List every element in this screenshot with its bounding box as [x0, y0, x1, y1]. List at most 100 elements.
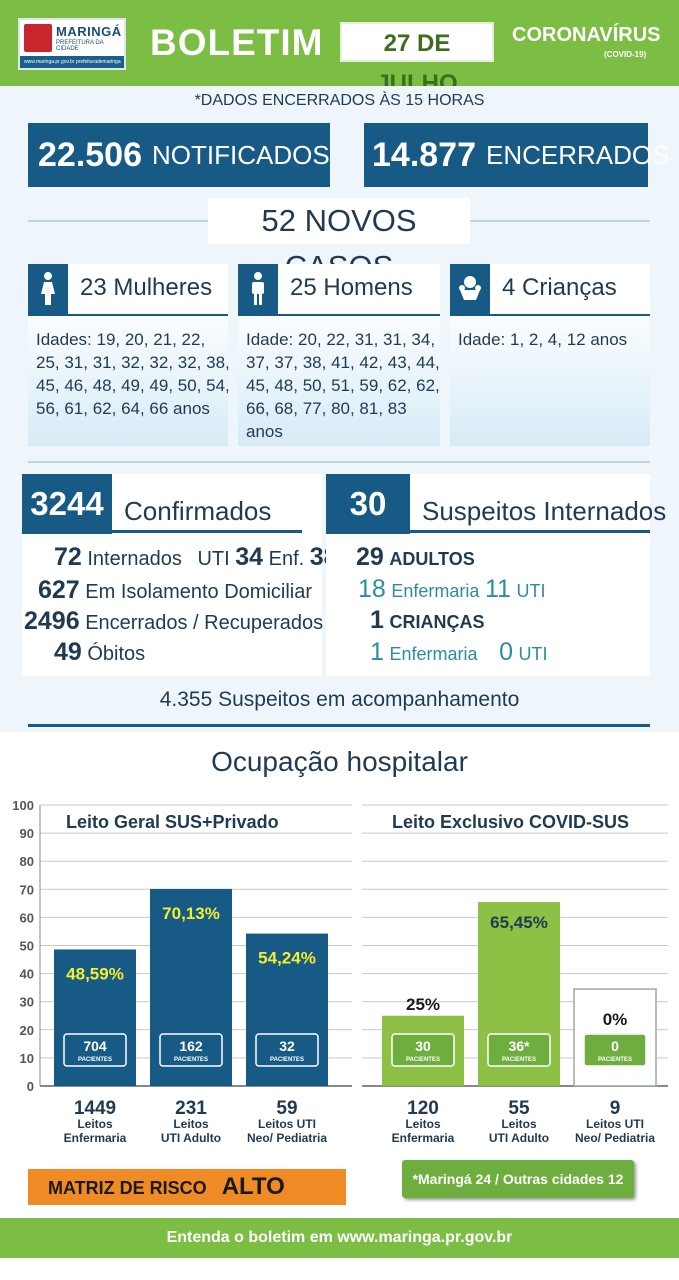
notified-box: 22.506 NOTIFICADOS: [28, 123, 330, 187]
recovered-row: 2496 Encerrados / Recuperados: [24, 607, 323, 636]
bed-count-label: 9: [610, 1098, 621, 1119]
category-label: Enfermaria: [64, 1131, 127, 1145]
y-tick-label: 30: [20, 995, 34, 1010]
category-label: Enfermaria: [392, 1131, 455, 1145]
divider: [28, 724, 650, 727]
adults-enf-label: Enfermaria: [391, 581, 480, 601]
patients-box: [583, 1033, 647, 1067]
patients-label: PACIENTES: [406, 1057, 440, 1063]
category-label: UTI Adulto: [161, 1131, 221, 1145]
internados-row: 72 Internados UTI 34 Enf. 38: [54, 543, 338, 572]
isolation-row: 627 Em Isolamento Domiciliar: [38, 576, 312, 605]
internados-value: 72: [54, 543, 82, 571]
adults-label: ADULTOS: [389, 549, 475, 569]
divider: [28, 461, 650, 463]
category-label: Leitos: [501, 1117, 537, 1131]
notified-value: 22.506: [38, 135, 142, 174]
closed-value: 14.877: [372, 135, 476, 174]
patients-label: PACIENTES: [78, 1057, 112, 1063]
bulletin-date: 27 DE JULHO: [340, 22, 494, 97]
bar-value-label: 0%: [603, 1010, 628, 1029]
coronavirus-label: CORONAVÍRUS: [512, 24, 661, 46]
bed-count-label: 120: [407, 1098, 439, 1119]
category-label: Leitos UTI: [258, 1117, 316, 1131]
y-tick-label: 10: [20, 1051, 34, 1066]
bulletin-title: BOLETIM: [150, 22, 324, 63]
category-label: Leitos: [173, 1117, 209, 1131]
patients-box: [255, 1033, 319, 1067]
isolation-label: Em Isolamento Domiciliar: [85, 581, 313, 603]
children-enf-label: Enfermaria: [389, 644, 478, 664]
patients-box: [63, 1033, 127, 1067]
children-underline: [450, 314, 650, 316]
bar-value-label: 25%: [406, 995, 440, 1014]
y-tick-label: 20: [20, 1023, 34, 1038]
logo-strip: www.maringa.pr.gov.br prefeiturademaring…: [20, 56, 124, 68]
men-ages: Idade: 20, 22, 31, 31, 34, 37, 37, 38, 4…: [246, 330, 440, 441]
category-label: Neo/ Pediatria: [575, 1131, 655, 1145]
internados-label: Internados: [87, 548, 182, 570]
notified-label: NOTIFICADOS: [152, 139, 330, 170]
children-title: 4 Crianças: [502, 274, 617, 301]
category-label: Neo/ Pediatria: [247, 1131, 327, 1145]
recovered-label: Encerrados / Recuperados: [85, 612, 324, 634]
bar-value-label: 48,59%: [66, 964, 124, 983]
new-cases-title: 52 NOVOS CASOS: [208, 198, 470, 284]
woman-icon: [28, 264, 68, 314]
suspects-value: 30: [326, 474, 410, 534]
confirmed-label: Confirmados: [124, 496, 272, 526]
patients-count: 36*: [508, 1038, 530, 1054]
recovered-value: 2496: [24, 607, 80, 635]
children-suspects-label: CRIANÇAS: [389, 612, 485, 632]
covid-label: (COVID-19): [604, 50, 647, 59]
children-enf-value: 1: [370, 638, 384, 666]
risk-label: MATRIZ DE RISCO: [48, 1178, 207, 1198]
category-label: Leitos: [405, 1117, 441, 1131]
women-column: 23 Mulheres Idades: 19, 20, 21, 22, 25, …: [28, 264, 230, 446]
deaths-value: 49: [54, 638, 82, 666]
children-detail-row: 1 Enfermaria 0 UTI: [370, 638, 548, 667]
y-tick-label: 70: [20, 882, 34, 897]
y-tick-label: 90: [20, 826, 34, 841]
adults-detail-row: 18 Enfermaria 11 UTI: [358, 575, 545, 604]
men-column: 25 Homens Idade: 20, 22, 31, 31, 34, 37,…: [238, 264, 440, 446]
isolation-value: 627: [38, 576, 80, 604]
adults-row: 29 ADULTOS: [356, 543, 475, 572]
logo-name: MARINGÁ: [56, 24, 122, 39]
closed-box: 14.877 ENCERRADOS: [364, 123, 669, 187]
logo-subtitle: PREFEITURA DA CIDADE: [56, 40, 104, 52]
deaths-label: Óbitos: [87, 643, 146, 665]
patients-count: 30: [415, 1038, 431, 1054]
patients-label: PACIENTES: [598, 1057, 632, 1063]
deaths-row: 49 Óbitos: [54, 638, 145, 667]
children-suspects-value: 1: [370, 606, 384, 634]
footer-link[interactable]: Entenda o boletim em www.maringa.pr.gov.…: [0, 1218, 679, 1258]
patients-count: 704: [83, 1038, 107, 1054]
patients-label: PACIENTES: [270, 1057, 304, 1063]
y-tick-label: 50: [20, 939, 34, 954]
bar-value-label: 54,24%: [258, 949, 316, 968]
y-tick-label: 100: [12, 798, 34, 813]
city-logo[interactable]: MARINGÁ PREFEITURA DA CIDADE www.maringa…: [18, 18, 126, 70]
chart-panel-title: Leito Geral SUS+Privado: [66, 812, 279, 832]
patients-box: [391, 1033, 455, 1067]
women-ages: Idades: 19, 20, 21, 22, 25, 31, 31, 32, …: [36, 330, 230, 418]
risk-value: ALTO: [221, 1173, 285, 1200]
confirmed-underline: [22, 530, 302, 533]
y-tick-label: 40: [20, 967, 34, 982]
patients-count: 162: [179, 1038, 203, 1054]
category-label: UTI Adulto: [489, 1131, 549, 1145]
patients-box: [159, 1033, 223, 1067]
risk-matrix: MATRIZ DE RISCO ALTO: [28, 1169, 346, 1205]
man-icon: [238, 264, 278, 314]
bed-count-label: 55: [508, 1098, 530, 1119]
women-underline: [28, 314, 228, 316]
chart-panel-title: Leito Exclusivo COVID-SUS: [392, 812, 629, 832]
adults-value: 29: [356, 543, 384, 571]
suspects-underline: [326, 530, 650, 533]
women-title: 23 Mulheres: [80, 274, 213, 301]
closed-label: ENCERRADOS: [486, 139, 670, 170]
occupancy-title: Ocupação hospitalar: [211, 746, 468, 777]
adults-enf-value: 18: [358, 575, 386, 603]
